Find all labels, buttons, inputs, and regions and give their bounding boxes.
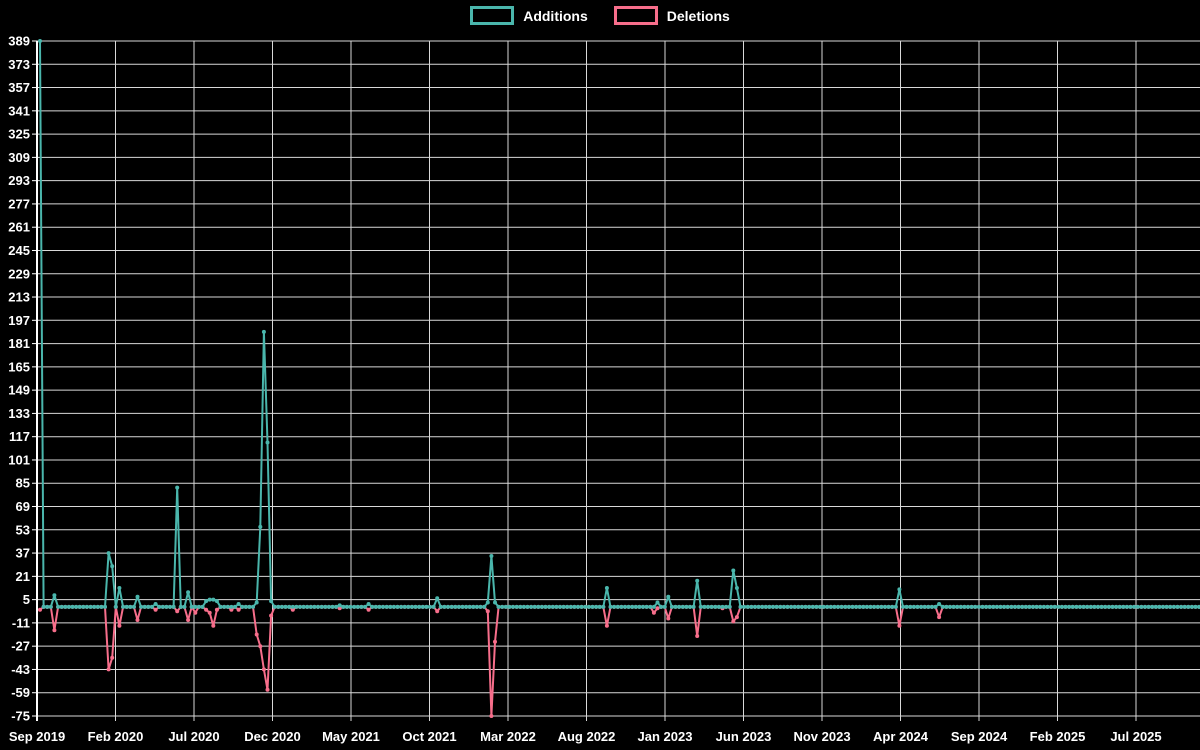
x-tick-labels: Sep 2019 Feb 2020 Jul 2020 Dec 2020 May 2021…	[9, 729, 1162, 744]
x-tick-label: Jun 2023	[716, 729, 772, 744]
y-axis	[32, 40, 38, 721]
y-tick-label: -59	[11, 685, 30, 700]
y-tick-label: -11	[12, 615, 30, 630]
y-tick-label: 357	[8, 80, 30, 95]
additions-markers	[38, 39, 1200, 609]
legend-label-deletions: Deletions	[666, 7, 730, 24]
y-tick-label: 85	[16, 476, 30, 491]
x-tick-label: Apr 2024	[873, 729, 929, 744]
y-tick-label: 69	[16, 499, 30, 514]
additions-swatch	[470, 6, 515, 25]
y-tick-label: 149	[8, 383, 30, 398]
y-tick-label: 165	[8, 359, 30, 374]
x-tick-label: May 2021	[322, 729, 380, 744]
y-tick-label: 261	[8, 220, 30, 235]
x-tick-label: Jan 2023	[638, 729, 693, 744]
y-tick-label: -75	[11, 709, 30, 724]
y-tick-label: -27	[11, 639, 30, 654]
legend-item-additions[interactable]: Additions	[470, 6, 588, 25]
y-tick-label: 245	[8, 243, 30, 258]
x-tick-label: Mar 2022	[480, 729, 536, 744]
y-tick-label: 341	[8, 103, 30, 118]
x-tick-label: Feb 2020	[88, 729, 144, 744]
y-tick-label: 277	[8, 196, 30, 211]
y-tick-label: 389	[8, 34, 30, 49]
y-tick-label: 5	[23, 592, 30, 607]
additions-line	[39, 40, 1200, 608]
y-tick-label: 101	[8, 452, 30, 467]
y-tick-label: 21	[16, 569, 30, 584]
x-tick-label: Dec 2020	[244, 729, 300, 744]
y-tick-label: 53	[16, 522, 30, 537]
y-tick-label: -43	[11, 662, 30, 677]
y-tick-label: 37	[16, 546, 30, 561]
y-tick-label: 325	[8, 127, 30, 142]
x-tick-label: Aug 2022	[558, 729, 616, 744]
y-tick-label: 229	[8, 266, 30, 281]
y-tick-label: 309	[8, 150, 30, 165]
x-tick-label: Oct 2021	[402, 729, 456, 744]
x-tick-label: Sep 2024	[951, 729, 1008, 744]
y-tick-label: 117	[9, 429, 30, 444]
x-tick-label: Sep 2019	[9, 729, 65, 744]
deletions-swatch	[613, 6, 658, 25]
y-tick-labels: 389 373 357 341 325 309 293 277 261 245 229 213 197 1…	[8, 34, 30, 724]
chart-legend: Additions Deletions	[0, 6, 1200, 25]
x-tick-label: Jul 2020	[168, 729, 219, 744]
y-tick-label: 133	[8, 406, 30, 421]
legend-label-additions: Additions	[523, 7, 588, 24]
y-tick-label: 181	[8, 336, 30, 351]
y-tick-label: 293	[8, 173, 30, 188]
y-tick-label: 213	[8, 290, 30, 305]
y-tick-label: 373	[8, 57, 30, 72]
x-tick-label: Jul 2025	[1110, 729, 1161, 744]
legend-item-deletions[interactable]: Deletions	[613, 6, 730, 25]
x-tick-label: Nov 2023	[793, 729, 850, 744]
y-tick-label: 197	[8, 313, 30, 328]
x-tick-label: Feb 2025	[1030, 729, 1086, 744]
